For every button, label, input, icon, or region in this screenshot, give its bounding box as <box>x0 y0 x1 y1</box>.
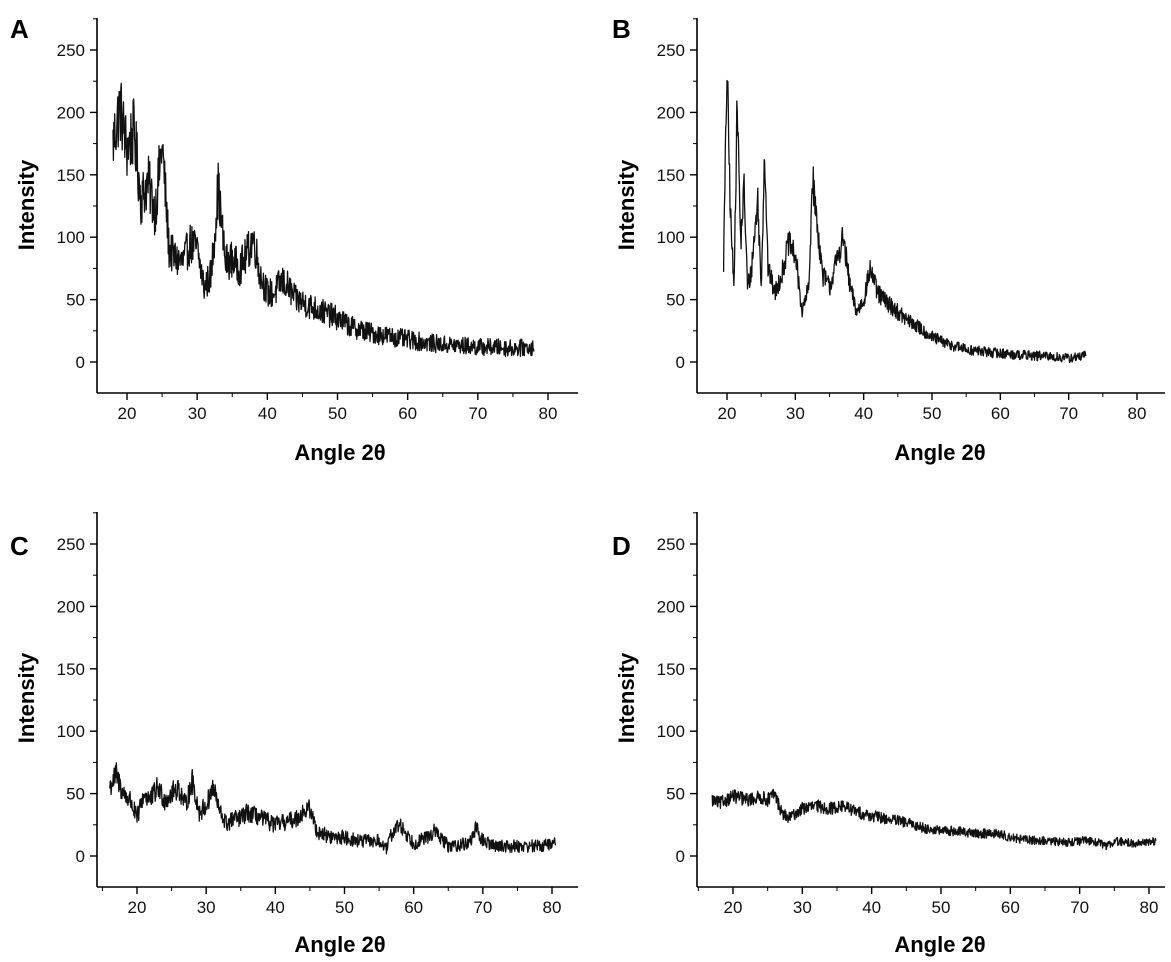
panel-c: C 0 50 100 150 200 250 20 30 40 50 60 70 80 Intensity A… <box>10 512 578 957</box>
y-tick-label: 200 <box>657 103 685 122</box>
y-tick-label: 50 <box>666 291 685 310</box>
y-tick-label: 100 <box>57 722 85 741</box>
y-tick-label: 100 <box>657 722 685 741</box>
x-tick-label: 70 <box>1059 404 1078 423</box>
x-tick-label: 40 <box>266 898 285 917</box>
panel-letter: D <box>612 531 631 561</box>
x-axis-title: Angle 2θ <box>894 440 985 465</box>
x-tick-label: 30 <box>188 404 207 423</box>
y-tick-label: 50 <box>66 291 85 310</box>
x-tick-label: 30 <box>793 898 812 917</box>
y-axis-title: Intensity <box>614 652 639 743</box>
panel-a: A 0 50 100 150 200 250 20 30 40 50 60 70 80 Intensity A… <box>10 14 578 465</box>
x-tick-label: 20 <box>718 404 737 423</box>
x-tick-label: 60 <box>991 404 1010 423</box>
x-tick-label: 50 <box>932 898 951 917</box>
y-tick-label: 0 <box>676 847 685 866</box>
x-tick-label: 20 <box>128 898 147 917</box>
y-tick-label: 150 <box>57 660 85 679</box>
x-tick-label: 60 <box>398 404 417 423</box>
y-tick-label: 250 <box>57 535 85 554</box>
x-tick-label: 20 <box>724 898 743 917</box>
x-tick-label: 40 <box>854 404 873 423</box>
x-tick-label: 80 <box>543 898 562 917</box>
x-tick-label: 70 <box>473 898 492 917</box>
y-tick-label: 200 <box>657 597 685 616</box>
series-line-c <box>109 762 557 855</box>
series-line-b <box>722 79 1087 364</box>
x-tick-label: 40 <box>258 404 277 423</box>
y-axis-title: Intensity <box>14 652 39 743</box>
x-tick-label: 50 <box>335 898 354 917</box>
y-tick-label: 50 <box>66 785 85 804</box>
panel-d: D 0 50 100 150 200 250 20 30 40 50 60 70 80 Intensity A… <box>612 512 1165 957</box>
y-tick-label: 200 <box>57 597 85 616</box>
panel-b: B 0 50 100 150 200 250 20 30 40 50 60 70 80 Intensity A… <box>612 14 1165 465</box>
x-tick-label: 40 <box>862 898 881 917</box>
y-tick-label: 0 <box>76 353 85 372</box>
y-tick-label: 150 <box>657 166 685 185</box>
panel-letter: C <box>10 531 29 561</box>
x-axis-title: Angle 2θ <box>894 932 985 957</box>
x-tick-label: 30 <box>197 898 216 917</box>
y-tick-label: 0 <box>676 353 685 372</box>
y-tick-label: 150 <box>57 166 85 185</box>
x-axis-title: Angle 2θ <box>294 440 385 465</box>
series-line-d <box>711 788 1157 851</box>
series-line-a <box>112 82 535 358</box>
y-tick-label: 100 <box>57 228 85 247</box>
y-axis-title: Intensity <box>614 159 639 250</box>
x-tick-label: 70 <box>1070 898 1089 917</box>
x-tick-label: 80 <box>539 404 558 423</box>
y-tick-label: 0 <box>76 847 85 866</box>
y-tick-label: 250 <box>57 41 85 60</box>
x-tick-label: 70 <box>468 404 487 423</box>
x-tick-label: 50 <box>923 404 942 423</box>
y-tick-label: 250 <box>657 535 685 554</box>
y-tick-label: 200 <box>57 103 85 122</box>
x-tick-label: 50 <box>328 404 347 423</box>
x-tick-label: 60 <box>1001 898 1020 917</box>
y-tick-label: 250 <box>657 41 685 60</box>
panel-letter: A <box>10 14 29 44</box>
x-tick-label: 80 <box>1128 404 1147 423</box>
y-tick-label: 150 <box>657 660 685 679</box>
y-axis-title: Intensity <box>14 159 39 250</box>
panel-letter: B <box>612 14 631 44</box>
y-tick-label: 50 <box>666 785 685 804</box>
x-tick-label: 20 <box>118 404 137 423</box>
x-tick-label: 30 <box>786 404 805 423</box>
y-tick-label: 100 <box>657 228 685 247</box>
x-tick-label: 80 <box>1140 898 1159 917</box>
x-axis-title: Angle 2θ <box>294 932 385 957</box>
x-tick-label: 60 <box>404 898 423 917</box>
